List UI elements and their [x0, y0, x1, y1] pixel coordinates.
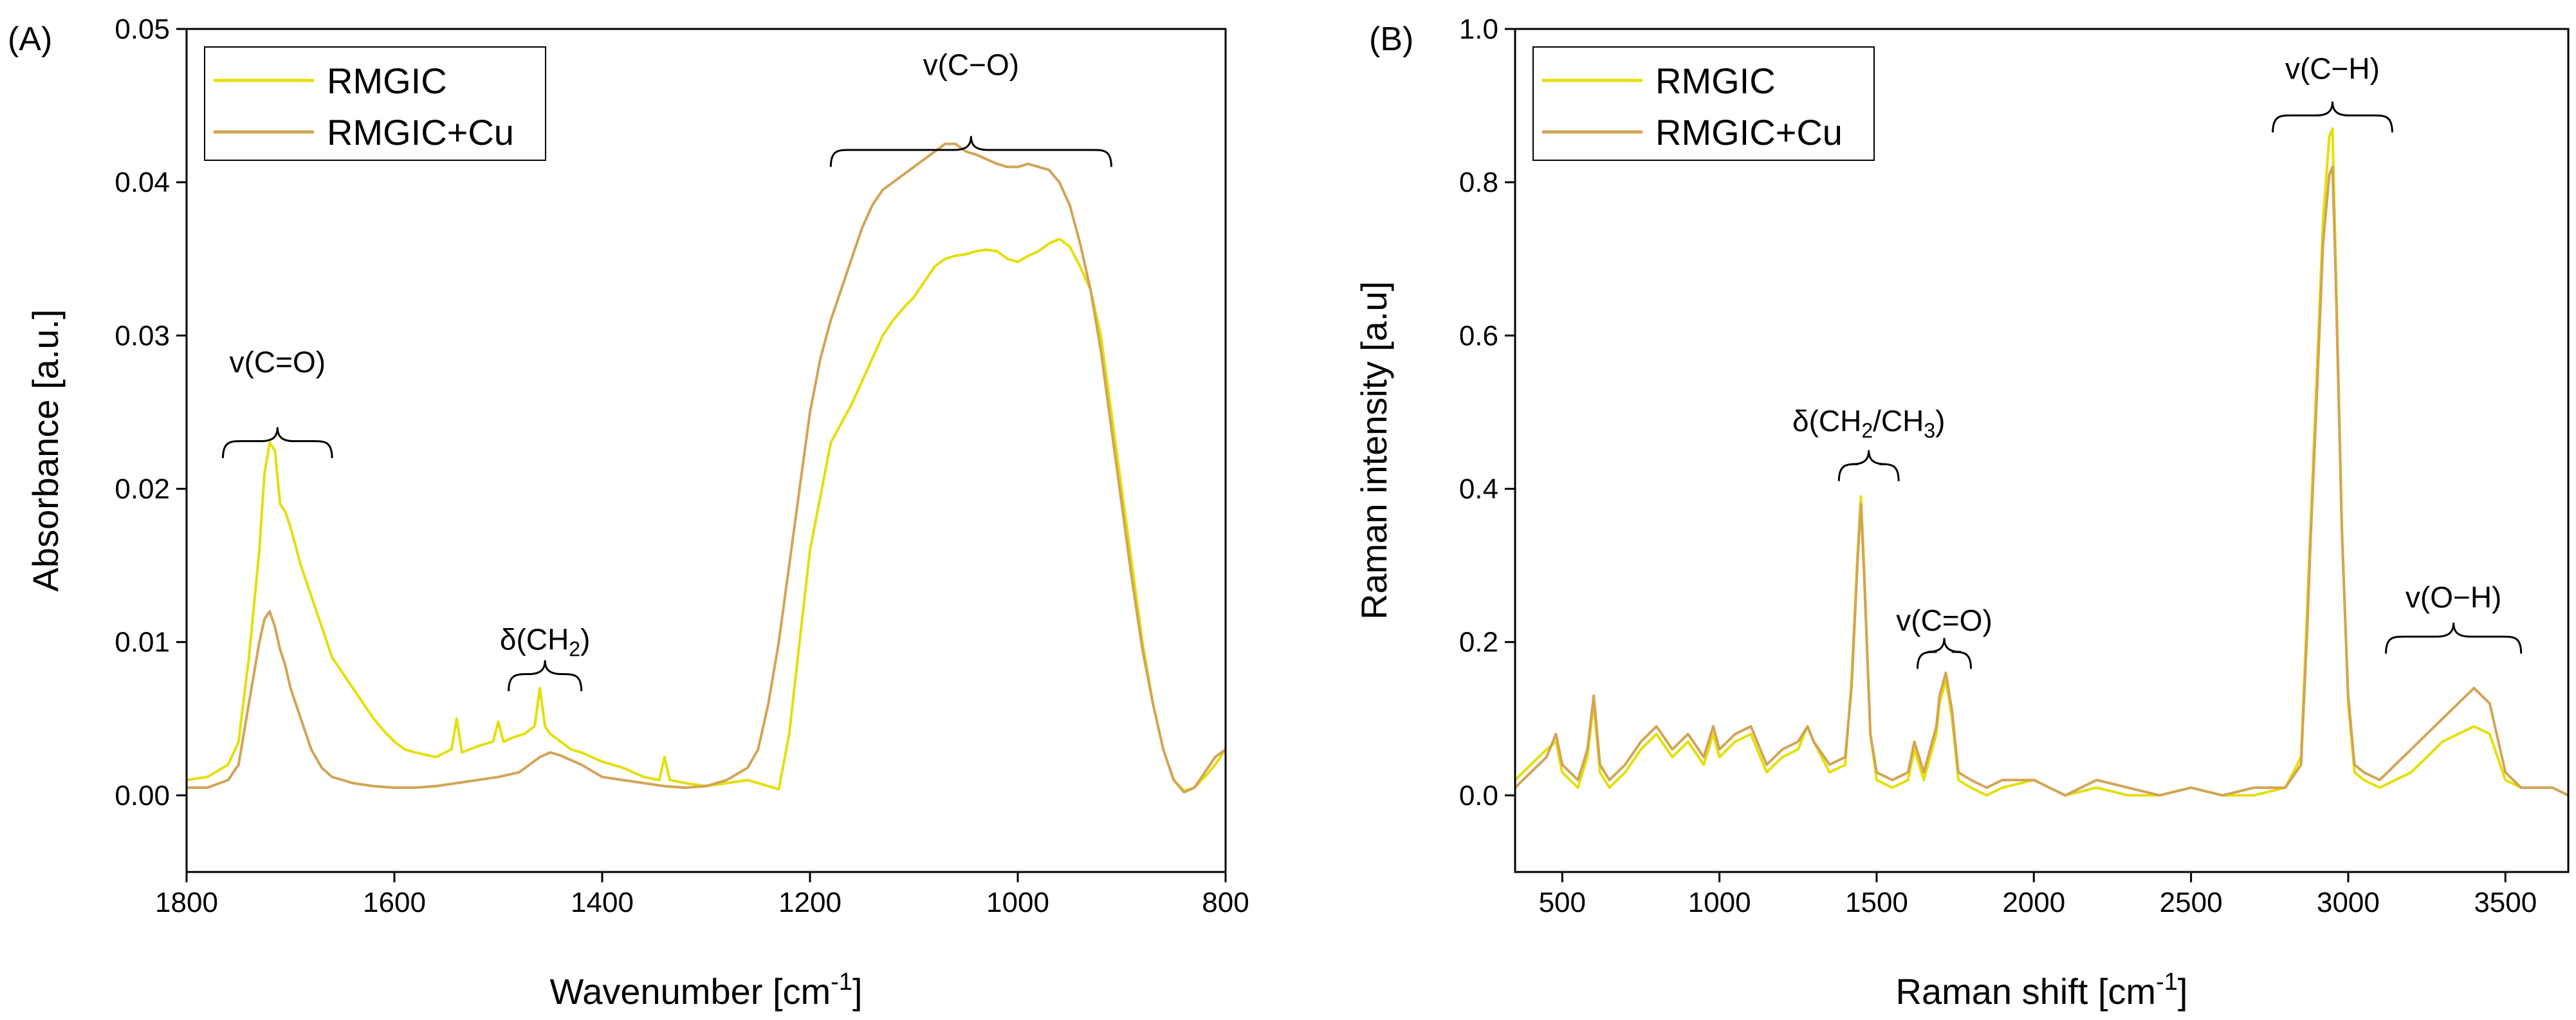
annotation-brace	[829, 136, 1112, 167]
annotation-label-part: /CH	[1873, 404, 1924, 438]
annotation: v(O−H)	[2385, 580, 2523, 654]
annotation-label: v(O−H)	[2406, 580, 2502, 614]
y-axis-title: Raman intensity [a.u]	[1354, 281, 1394, 620]
chart-panel-a: 1800 1600 1400 1200 1000 800 0.00 0.01 0.02 0.03 0…	[8, 14, 1249, 1012]
x-axis-title-end: ]	[852, 971, 863, 1012]
annotation-label: v(C=O)	[230, 346, 326, 379]
chart-panel-b: 500 1000 1500 2000 2500 3000 3500 0.0 0.2 0.4 0.6 0…	[1354, 14, 2570, 1012]
x-axis-title-sup: -1	[2156, 969, 2178, 996]
x-tick-label: 800	[1202, 887, 1249, 918]
x-tick-label: 1600	[363, 887, 426, 918]
x-tick-label: 1000	[1688, 887, 1751, 918]
series-group	[1515, 127, 2568, 797]
y-tick-label: 0.03	[115, 320, 170, 351]
y-tick-label: 0.01	[115, 627, 170, 658]
x-tick-label: 3500	[2474, 887, 2537, 918]
x-axis-title-main: Wavenumber [cm	[549, 971, 831, 1012]
x-axis-title-end: ]	[2178, 971, 2188, 1012]
annotation-label-part: 2	[1861, 419, 1873, 442]
x-tick-label: 2000	[2002, 887, 2065, 918]
annotation-label-part: v(O−H)	[2406, 580, 2502, 614]
y-axis-title: Absorbance [a.u.]	[25, 310, 66, 592]
y-tick-label: 0.8	[1459, 167, 1498, 198]
series-line-rmgic-cu	[187, 142, 1226, 794]
annotation-brace	[1837, 450, 1900, 481]
annotation-brace	[2272, 101, 2393, 133]
y-tick-label: 0.00	[115, 780, 170, 811]
x-tick-label: 500	[1539, 887, 1586, 918]
annotation: δ(CH2)	[500, 623, 591, 691]
x-tick-label: 2500	[2160, 887, 2223, 918]
annotation-label: v(C−O)	[923, 48, 1020, 81]
annotation-label-part: v(C−O)	[923, 48, 1020, 81]
annotation-brace	[2385, 622, 2523, 654]
annotation-brace	[222, 427, 333, 458]
annotation: v(C−H)	[2272, 51, 2393, 133]
legend-box	[204, 46, 546, 161]
x-tick-label: 1200	[778, 887, 842, 918]
annotation: δ(CH2/CH3)	[1792, 404, 1946, 481]
x-axis-title: Raman shift [cm-1]	[1896, 969, 2188, 1012]
x-axis-title: Wavenumber [cm-1]	[549, 969, 862, 1012]
annotation-label: δ(CH2/CH3)	[1792, 404, 1946, 442]
legend-label: RMGIC+Cu	[327, 112, 514, 153]
x-tick-label: 3000	[2317, 887, 2380, 918]
annotation-label-part: δ(CH	[500, 623, 569, 656]
annotation-label-part: )	[580, 623, 590, 656]
y-tick-label: 1.0	[1459, 14, 1498, 45]
y-tick-label: 0.4	[1459, 474, 1498, 505]
annotation: v(C=O)	[222, 346, 333, 458]
y-tick-label: 0.6	[1459, 320, 1498, 351]
annotation-brace	[508, 660, 583, 691]
x-axis-title-main: Raman shift [cm	[1896, 971, 2157, 1012]
legend-box	[1532, 46, 1875, 161]
y-tick-label: 0.2	[1459, 627, 1498, 658]
annotation: v(C=O)	[1896, 604, 1992, 669]
y-tick-label: 0.04	[115, 167, 170, 198]
x-tick-label: 1000	[986, 887, 1049, 918]
x-tick-label: 1500	[1845, 887, 1908, 918]
series-line-rmgic	[1515, 127, 2568, 797]
annotation-label-part: v(C=O)	[1896, 604, 1992, 637]
panel-label: (A)	[8, 21, 52, 58]
annotation-label-part: v(C=O)	[230, 346, 326, 379]
legend-label: RMGIC	[327, 60, 447, 101]
x-tick-label: 1800	[155, 887, 218, 918]
x-axis-title-sup: -1	[831, 969, 852, 996]
annotation-label-part: )	[1935, 404, 1945, 438]
y-tick-label: 0.0	[1459, 780, 1498, 811]
legend: RMGIC RMGIC+Cu	[204, 46, 546, 161]
annotation-brace	[1916, 638, 1973, 669]
annotation-label: v(C−H)	[2285, 51, 2380, 85]
x-tick-label: 1400	[571, 887, 634, 918]
y-tick-label: 0.02	[115, 474, 170, 505]
annotation-label-part: 2	[569, 638, 580, 661]
series-line-rmgic-cu	[1515, 165, 2568, 797]
annotation-label-part: v(C−H)	[2285, 51, 2380, 85]
annotation-label: δ(CH2)	[500, 623, 591, 661]
legend-label: RMGIC	[1655, 60, 1776, 101]
plot-frame	[185, 28, 1227, 873]
legend-label: RMGIC+Cu	[1655, 112, 1843, 153]
plot-frame	[1514, 28, 2570, 873]
y-tick-label: 0.05	[115, 14, 170, 45]
panel-label: (B)	[1369, 21, 1413, 58]
series-group	[187, 142, 1226, 794]
annotation-label-part: δ(CH	[1792, 404, 1861, 438]
annotation: v(C−O)	[829, 48, 1112, 167]
annotation-label-part: 3	[1924, 419, 1935, 442]
annotation-label: v(C=O)	[1896, 604, 1992, 637]
series-line-rmgic	[187, 237, 1226, 792]
legend: RMGIC RMGIC+Cu	[1532, 46, 1875, 161]
